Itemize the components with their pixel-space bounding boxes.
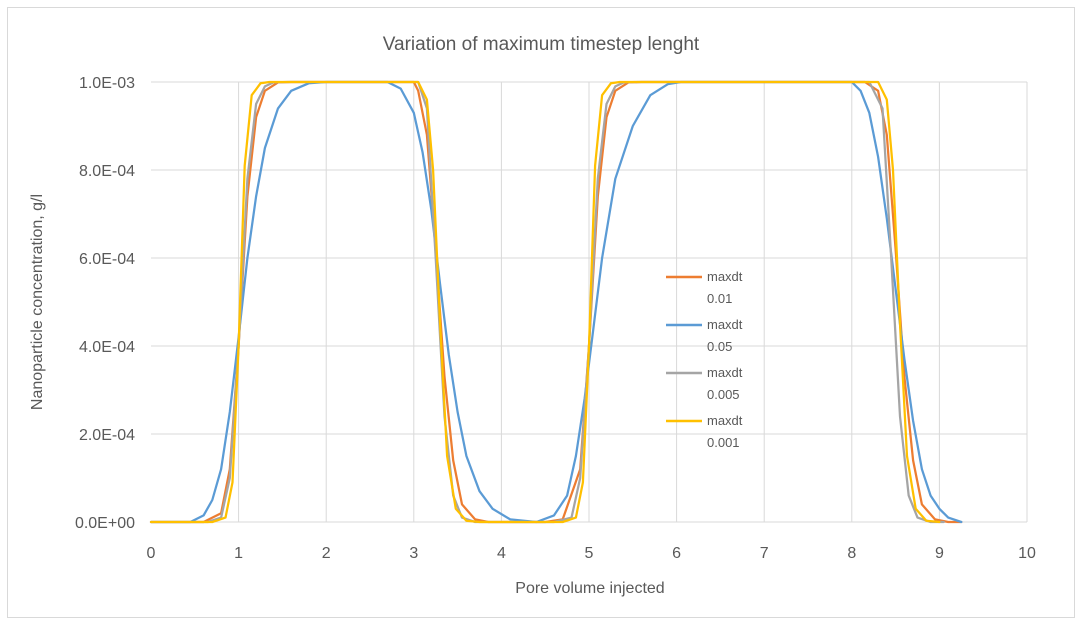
chart-frame bbox=[7, 7, 1075, 618]
series-line-0-05 bbox=[149, 80, 963, 524]
y-tick-label: 8.0E-04 bbox=[79, 163, 135, 180]
x-tick-label: 8 bbox=[847, 545, 856, 562]
x-tick-label: 2 bbox=[322, 545, 331, 562]
y-tick-labels: 0.0E+00 2.0E-04 4.0E-04 6.0E-04 8.0E-04 1.0E-… bbox=[75, 75, 135, 532]
legend-label-value: 0.005 bbox=[707, 387, 740, 402]
x-tick-label: 5 bbox=[585, 545, 594, 562]
series-line-0-01 bbox=[149, 80, 963, 524]
x-tick-label: 7 bbox=[760, 545, 769, 562]
series-line-0-005 bbox=[149, 80, 945, 524]
legend-label: maxdt bbox=[707, 413, 743, 428]
x-tick-label: 4 bbox=[497, 545, 506, 562]
y-tick-label: 6.0E-04 bbox=[79, 251, 135, 268]
y-tick-label: 4.0E-04 bbox=[79, 339, 135, 356]
legend-label-value: 0.001 bbox=[707, 435, 740, 450]
series-lines bbox=[149, 80, 963, 524]
x-tick-label: 10 bbox=[1018, 545, 1036, 562]
legend-label-value: 0.05 bbox=[707, 339, 732, 354]
x-tick-label: 9 bbox=[935, 545, 944, 562]
legend-label: maxdt bbox=[707, 317, 743, 332]
gridlines bbox=[151, 81, 1028, 522]
chart-title: Variation of maximum timestep lenght bbox=[383, 34, 700, 55]
x-tick-label: 3 bbox=[409, 545, 418, 562]
legend-label: maxdt bbox=[707, 365, 743, 380]
legend: maxdt 0.01 maxdt 0.05 maxdt 0.005 maxdt 0.001 bbox=[666, 269, 743, 450]
legend-label: maxdt bbox=[707, 269, 743, 284]
series-line-0-001 bbox=[149, 80, 941, 524]
x-tick-label: 6 bbox=[672, 545, 681, 562]
x-tick-labels: 0 1 2 3 4 5 6 7 8 9 10 bbox=[147, 545, 1036, 562]
x-tick-label: 1 bbox=[234, 545, 243, 562]
y-axis-title: Nanoparticle concentration, g/l bbox=[29, 194, 46, 410]
x-axis-title: Pore volume injected bbox=[515, 580, 664, 597]
y-tick-label: 2.0E-04 bbox=[79, 427, 135, 444]
legend-label-value: 0.01 bbox=[707, 291, 732, 306]
y-tick-label: 1.0E-03 bbox=[79, 75, 135, 92]
x-tick-label: 0 bbox=[147, 545, 156, 562]
y-tick-label: 0.0E+00 bbox=[75, 515, 135, 532]
